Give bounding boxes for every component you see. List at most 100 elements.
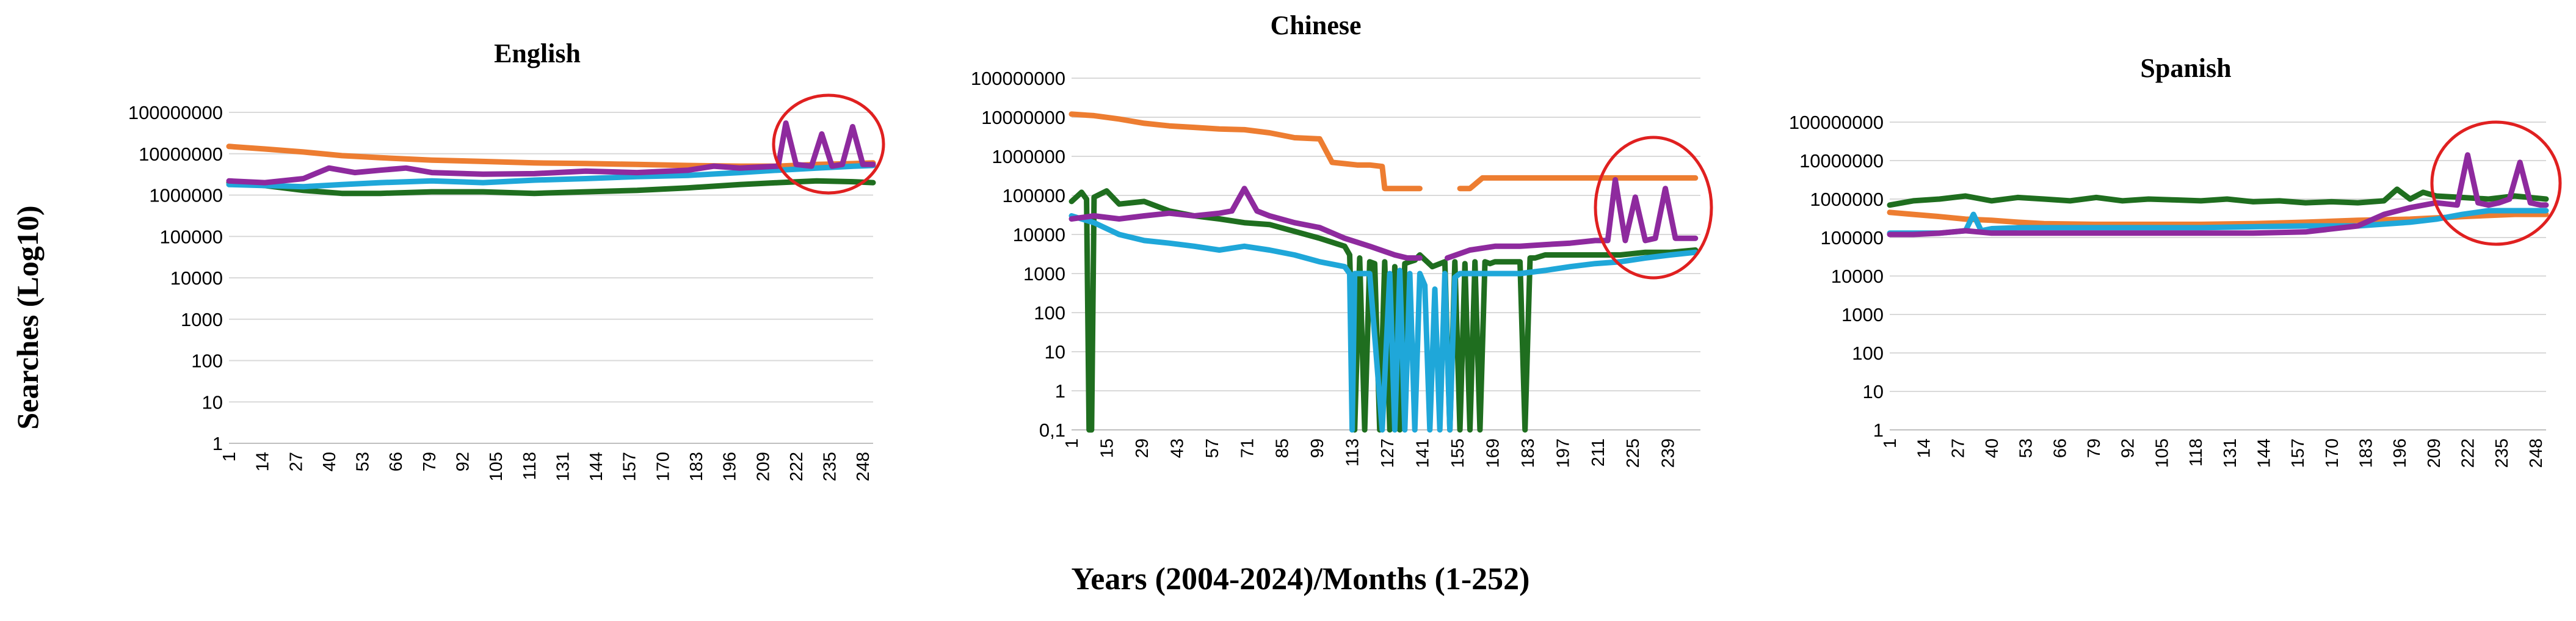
x-tick-label: 131 <box>2221 438 2240 468</box>
x-axis-label: Years (2004-2024)/Months (1-252) <box>1071 562 1529 597</box>
x-tick-label: 40 <box>1983 438 2002 458</box>
x-tick-label: 1 <box>1062 438 1082 448</box>
y-tick-label: 1000000 <box>1810 189 1884 210</box>
x-tick-label: 209 <box>2425 438 2444 468</box>
x-tick-label: 29 <box>1133 438 1152 458</box>
highlight-circle <box>2430 120 2562 246</box>
x-tick-label: 248 <box>854 452 873 481</box>
x-tick-label: 27 <box>286 452 306 471</box>
series-line-green <box>226 178 876 197</box>
y-tick-label: 100000 <box>1821 227 1884 249</box>
y-tick-label: 1000 <box>181 309 223 330</box>
x-tick-label: 239 <box>1659 438 1678 468</box>
y-tick-label: 10000 <box>1831 266 1884 287</box>
x-tick-label: 43 <box>1167 438 1187 458</box>
y-tick-label: 100 <box>1034 302 1065 324</box>
x-tick-label: 222 <box>2459 438 2478 468</box>
y-tick-label: 10 <box>202 391 223 413</box>
y-tick-label: 10 <box>1863 381 1884 402</box>
x-tick-label: 85 <box>1273 438 1293 458</box>
y-tick-label: 1 <box>212 433 223 454</box>
x-tick-label: 235 <box>2492 438 2512 468</box>
x-tick-label: 118 <box>2186 438 2206 467</box>
x-tick-label: 14 <box>1915 438 1934 458</box>
x-tick-label: 144 <box>2254 438 2274 468</box>
x-tick-label: 66 <box>386 452 406 471</box>
chart-title: English <box>494 38 581 68</box>
series-line-purple <box>226 120 876 186</box>
series-line-green <box>1887 186 2549 208</box>
chart-chinese: Chinese0,1110100100010000100000100000010… <box>971 10 1713 468</box>
chart-spanish: Spanish 1 10 100 1000 10000 100000 1000000 10000… <box>1789 53 2562 468</box>
y-tick-label: 1 <box>1055 380 1065 402</box>
x-tick-label: 225 <box>1624 438 1643 468</box>
x-tick-label: 196 <box>2390 438 2410 468</box>
y-tick-label: 1 <box>1873 419 1884 441</box>
x-tick-label: 248 <box>2527 438 2546 468</box>
x-tick-label: 209 <box>753 452 773 481</box>
x-tick-label: 105 <box>2152 438 2172 468</box>
series-line-cyan <box>226 162 876 190</box>
x-tick-label: 40 <box>320 452 339 471</box>
x-tick-label: 157 <box>2288 438 2308 468</box>
series-line-orange <box>1068 111 1699 192</box>
x-tick-label: 92 <box>453 452 473 471</box>
x-tick-label: 169 <box>1483 438 1503 468</box>
series-line-purple <box>1068 177 1699 261</box>
x-tick-label: 141 <box>1413 438 1433 468</box>
x-tick-label: 99 <box>1308 438 1327 458</box>
x-tick-label: 79 <box>2084 438 2104 458</box>
x-tick-label: 1 <box>1881 438 1900 448</box>
x-tick-label: 14 <box>253 452 273 471</box>
x-tick-label: 144 <box>587 452 606 481</box>
y-tick-label: 100000 <box>160 226 223 247</box>
series-line-cyan <box>1068 213 1699 433</box>
x-tick-label: 155 <box>1448 438 1468 468</box>
x-tick-label: 57 <box>1203 438 1222 458</box>
x-tick-label: 92 <box>2119 438 2138 458</box>
y-tick-label: 100 <box>1852 343 1884 364</box>
x-tick-label: 183 <box>2356 438 2376 468</box>
x-tick-label: 183 <box>687 452 706 481</box>
highlight-circle <box>1594 136 1713 280</box>
x-tick-label: 170 <box>2323 438 2342 468</box>
series-line-purple <box>1887 152 2549 238</box>
chart-english: English 1 10 100 1000 10000 100000 1000000 10000… <box>128 38 885 481</box>
y-tick-label: 100000000 <box>971 68 1065 89</box>
y-tick-label: 100000000 <box>128 102 223 123</box>
y-tick-label: 1000 <box>1023 263 1065 285</box>
y-tick-label: 10000 <box>170 267 223 289</box>
x-tick-label: 53 <box>354 452 373 471</box>
y-tick-label: 10 <box>1045 341 1065 363</box>
y-tick-label: 1000000 <box>149 185 223 206</box>
y-tick-label: 10000000 <box>981 107 1065 128</box>
y-tick-label: 100000000 <box>1789 112 1884 133</box>
x-tick-label: 27 <box>1948 438 1968 458</box>
chart-title: Chinese <box>1270 10 1361 40</box>
x-tick-label: 131 <box>553 452 573 481</box>
x-tick-label: 105 <box>487 452 506 481</box>
x-tick-label: 15 <box>1097 438 1117 458</box>
x-tick-label: 183 <box>1518 438 1538 468</box>
y-tick-label: 0,1 <box>1039 419 1065 441</box>
x-tick-label: 1 <box>220 452 239 462</box>
y-tick-label: 1000 <box>1841 304 1884 325</box>
y-tick-label: 100000 <box>1003 185 1065 206</box>
x-tick-label: 211 <box>1589 438 1608 467</box>
y-tick-label: 10000000 <box>139 143 223 165</box>
x-tick-label: 157 <box>620 452 640 481</box>
x-tick-label: 79 <box>420 452 440 471</box>
x-tick-label: 196 <box>720 452 740 481</box>
x-tick-label: 235 <box>821 452 840 481</box>
x-tick-label: 53 <box>2017 438 2036 458</box>
y-tick-label: 10000000 <box>1799 150 1884 172</box>
x-tick-label: 66 <box>2050 438 2070 458</box>
x-tick-label: 127 <box>1378 438 1398 468</box>
x-tick-label: 118 <box>520 452 540 480</box>
x-tick-label: 170 <box>653 452 673 481</box>
y-tick-label: 100 <box>191 350 223 372</box>
series-line-cyan <box>1887 208 2549 236</box>
y-tick-label: 1000000 <box>992 146 1065 167</box>
y-tick-label: 10000 <box>1013 224 1065 245</box>
